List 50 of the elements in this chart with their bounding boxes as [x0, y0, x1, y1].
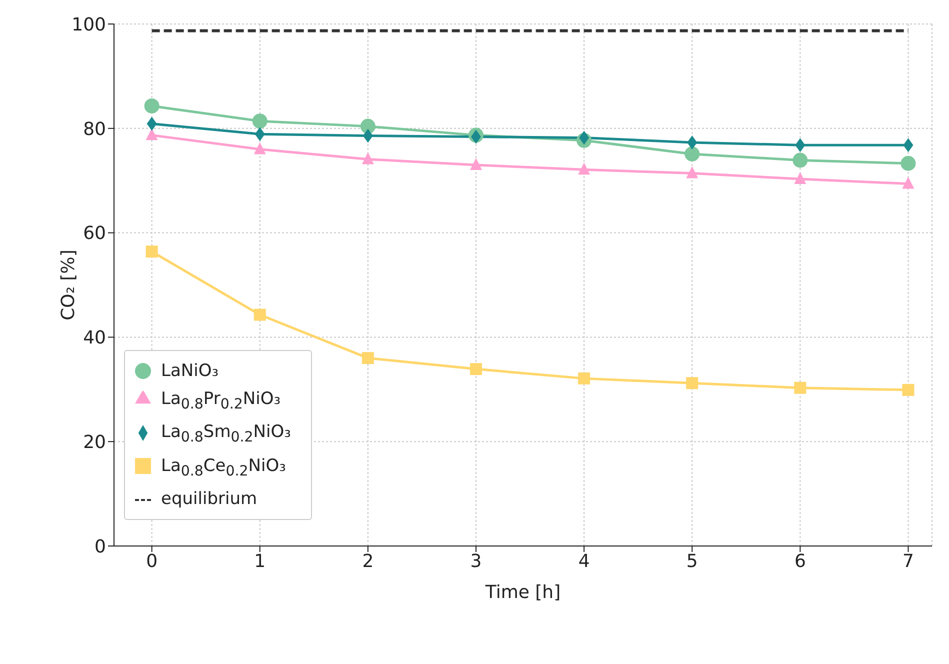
x-tick-label: 6 — [794, 550, 806, 572]
point — [687, 135, 698, 150]
point — [146, 116, 157, 131]
point — [579, 130, 590, 145]
point — [470, 158, 482, 170]
point — [470, 363, 482, 376]
legend-label: equilibrium — [161, 489, 258, 510]
x-axis-title: Time [h] — [484, 582, 561, 603]
point — [684, 146, 700, 162]
point — [144, 98, 160, 114]
y-tick-label: 80 — [83, 118, 106, 140]
y-tick-label: 60 — [83, 223, 106, 244]
point — [252, 114, 268, 129]
legend-label: La$_{0.8}$Sm$_{0.2}$NiO₃ — [161, 422, 291, 446]
y-tick-label: 100 — [72, 14, 106, 36]
x-tick-label: 4 — [578, 550, 590, 572]
point — [360, 118, 376, 134]
x-tick-label: 7 — [902, 550, 914, 572]
point — [146, 128, 158, 140]
point — [794, 382, 806, 394]
legend-label: La$_{0.8}$Ce$_{0.2}$NiO₃ — [161, 456, 286, 480]
y-tick-label: 40 — [83, 328, 106, 349]
y-tick-label: 0 — [94, 536, 106, 558]
point — [362, 128, 373, 143]
point — [686, 377, 698, 390]
point — [902, 176, 914, 189]
x-tick-label: 5 — [686, 550, 698, 572]
point — [578, 162, 590, 175]
point — [362, 152, 374, 164]
y-axis-title: CO₂ [%] — [58, 250, 79, 320]
point — [902, 384, 914, 396]
x-tick-label: 3 — [470, 550, 482, 572]
point — [794, 172, 806, 184]
x-tick-label: 1 — [254, 550, 266, 572]
legend-label: La$_{0.8}$Pr$_{0.2}$NiO₃ — [161, 389, 281, 412]
y-tick-label: 20 — [83, 432, 106, 453]
point — [578, 372, 590, 384]
x-tick-label: 0 — [146, 550, 158, 572]
point — [795, 138, 806, 152]
point — [146, 246, 158, 258]
point — [254, 142, 266, 154]
point — [686, 166, 698, 178]
point — [903, 138, 914, 152]
point — [900, 156, 916, 171]
point — [362, 352, 374, 364]
legend-label: LaNiO₃ — [161, 361, 219, 381]
point — [254, 127, 265, 142]
point — [792, 152, 808, 168]
point — [254, 308, 266, 321]
x-tick-label: 2 — [362, 550, 374, 572]
